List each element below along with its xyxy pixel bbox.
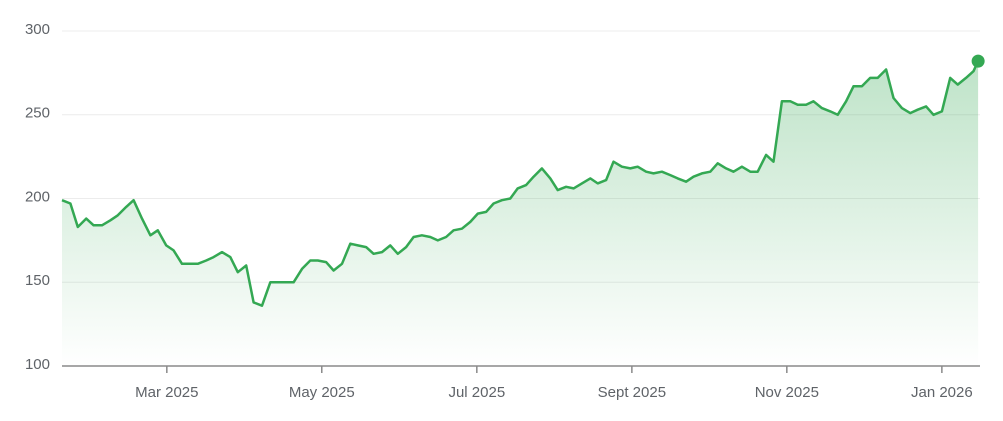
x-tick-label: Jan 2026 <box>911 384 973 401</box>
y-tick-label: 100 <box>25 356 50 373</box>
x-tick-label: Mar 2025 <box>135 384 198 401</box>
x-tick-label: Jul 2025 <box>448 384 505 401</box>
y-tick-label: 250 <box>25 105 50 122</box>
y-tick-label: 150 <box>25 272 50 289</box>
x-tick-label: Sept 2025 <box>598 384 666 401</box>
x-tick-label: Nov 2025 <box>755 384 819 401</box>
price-line <box>61 60 980 307</box>
last-point <box>971 54 985 68</box>
x-tick-label: May 2025 <box>289 384 355 401</box>
y-tick-label: 300 <box>25 21 50 38</box>
y-tick-label: 200 <box>25 188 50 205</box>
area-fill <box>62 61 979 366</box>
